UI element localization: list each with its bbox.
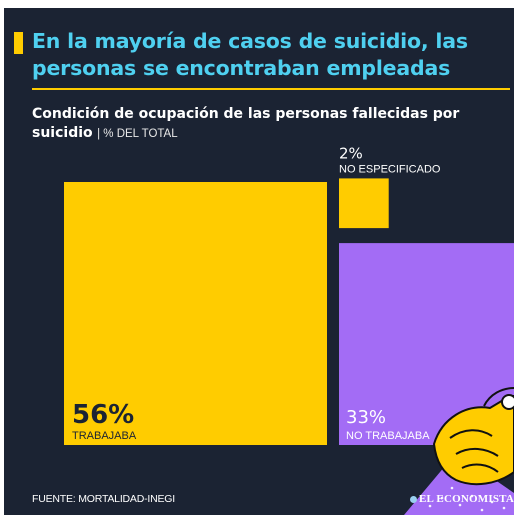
headline-line-1: En la mayoría de casos de suicidio, las <box>32 29 468 53</box>
headline-line-2: personas se encontraban empleadas <box>32 56 451 80</box>
category-label-no-especificado: NO ESPECIFICADO <box>339 163 441 175</box>
value-label-no-trabajaba: 33% <box>346 407 386 428</box>
subtitle-line-1: Condición de ocupación de las personas f… <box>32 106 460 122</box>
headline-accent-bar <box>14 32 23 54</box>
subtitle-unit: | % DEL TOTAL <box>97 128 178 140</box>
square-trabajaba <box>64 182 327 445</box>
category-label-no-trabajaba: NO TRABAJABA <box>346 430 430 442</box>
value-label-no-especificado: 2% <box>339 144 363 162</box>
brand-logo: EL ECONOMISTA <box>410 493 514 505</box>
square-no-especificado <box>339 178 389 229</box>
handshake-illustration-icon <box>404 387 514 515</box>
infographic-card: En la mayoría de casos de suicidio, las … <box>4 8 514 515</box>
headline: En la mayoría de casos de suicidio, las … <box>32 28 512 82</box>
category-label-trabajaba: TRABAJABA <box>72 430 137 442</box>
chart-area: 56%TRABAJABA 33% NO TRABAJABA 2%NO ESPECIFI… <box>64 144 514 515</box>
subtitle-line-2: suicidio <box>32 125 93 141</box>
chart-subtitle: Condición de ocupación de las personas f… <box>32 105 510 144</box>
source-note: FUENTE: MORTALIDAD-INEGI <box>32 493 175 505</box>
chart-marks: 56%TRABAJABA 33% NO TRABAJABA 2%NO ESPECIFI… <box>64 144 514 445</box>
brand-name: EL ECONOMISTA <box>419 493 514 505</box>
value-label-trabajaba: 56% <box>72 400 134 430</box>
brand-logo-icon <box>410 495 417 503</box>
headline-divider <box>32 88 510 90</box>
